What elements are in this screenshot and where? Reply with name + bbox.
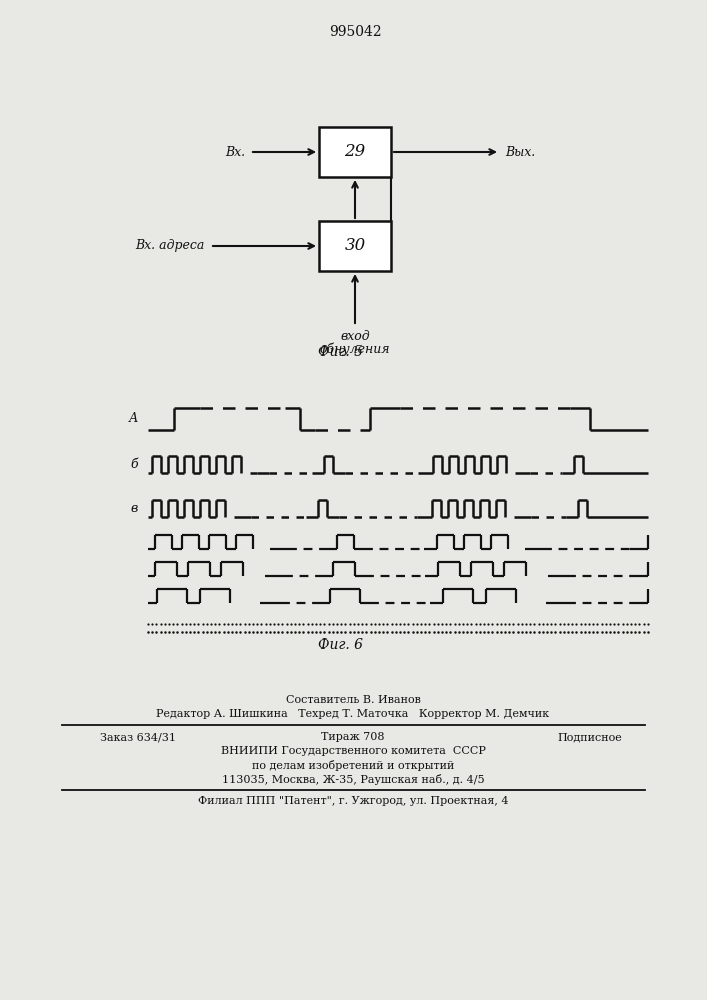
Text: Вх.: Вх.	[225, 145, 245, 158]
Text: Фиг. 5: Фиг. 5	[317, 345, 363, 359]
Text: Вх. адреса: Вх. адреса	[136, 239, 205, 252]
Text: Заказ 634/31: Заказ 634/31	[100, 732, 176, 742]
Text: 995042: 995042	[329, 25, 381, 39]
Text: обнуления: обнуления	[320, 342, 390, 356]
Text: Филиал ППП "Патент", г. Ужгород, ул. Проектная, 4: Филиал ППП "Патент", г. Ужгород, ул. Про…	[198, 796, 508, 806]
Text: в: в	[131, 502, 138, 515]
Bar	[319, 127, 391, 177]
Text: Фиг. 6: Фиг. 6	[317, 638, 363, 652]
Text: по делам изобретений и открытий: по делам изобретений и открытий	[252, 760, 454, 771]
Text: вход: вход	[340, 330, 370, 343]
Text: 30: 30	[344, 237, 366, 254]
Text: А: А	[129, 412, 138, 426]
Text: Редактор А. Шишкина   Техред Т. Маточка   Корректор М. Демчик: Редактор А. Шишкина Техред Т. Маточка Ко…	[156, 709, 549, 719]
Text: Составитель В. Иванов: Составитель В. Иванов	[286, 695, 421, 705]
Text: Тираж 708: Тираж 708	[321, 732, 385, 742]
Text: Вых.: Вых.	[505, 145, 535, 158]
Text: 113035, Москва, Ж-35, Раушская наб., д. 4/5: 113035, Москва, Ж-35, Раушская наб., д. …	[222, 774, 484, 785]
Bar	[319, 221, 391, 271]
Text: б: б	[130, 458, 138, 471]
Text: ВНИИПИ Государственного комитета  СССР: ВНИИПИ Государственного комитета СССР	[221, 746, 486, 756]
Text: 29: 29	[344, 143, 366, 160]
Text: Подписное: Подписное	[558, 732, 622, 742]
